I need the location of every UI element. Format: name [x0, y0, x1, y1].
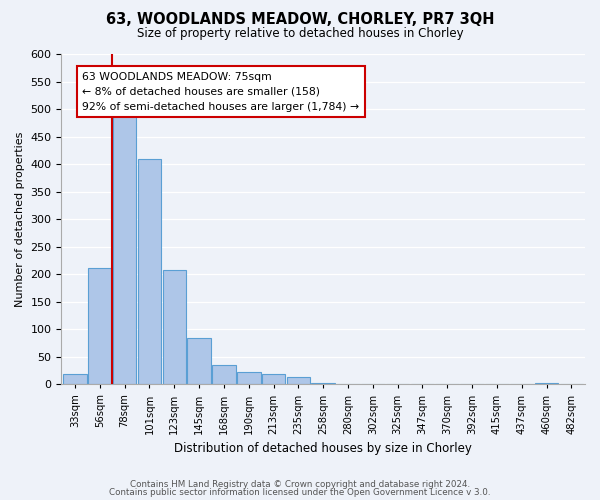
Text: Contains HM Land Registry data © Crown copyright and database right 2024.: Contains HM Land Registry data © Crown c… — [130, 480, 470, 489]
Bar — [237, 372, 260, 384]
Bar — [212, 365, 236, 384]
X-axis label: Distribution of detached houses by size in Chorley: Distribution of detached houses by size … — [174, 442, 472, 455]
Bar — [88, 268, 112, 384]
Text: 63 WOODLANDS MEADOW: 75sqm
← 8% of detached houses are smaller (158)
92% of semi: 63 WOODLANDS MEADOW: 75sqm ← 8% of detac… — [82, 72, 359, 112]
Bar — [187, 338, 211, 384]
Bar — [138, 158, 161, 384]
Bar — [262, 374, 286, 384]
Text: Size of property relative to detached houses in Chorley: Size of property relative to detached ho… — [137, 28, 463, 40]
Bar — [63, 374, 87, 384]
Text: Contains public sector information licensed under the Open Government Licence v : Contains public sector information licen… — [109, 488, 491, 497]
Bar — [113, 109, 136, 384]
Text: 63, WOODLANDS MEADOW, CHORLEY, PR7 3QH: 63, WOODLANDS MEADOW, CHORLEY, PR7 3QH — [106, 12, 494, 28]
Bar — [311, 382, 335, 384]
Y-axis label: Number of detached properties: Number of detached properties — [15, 132, 25, 307]
Bar — [287, 377, 310, 384]
Bar — [163, 270, 186, 384]
